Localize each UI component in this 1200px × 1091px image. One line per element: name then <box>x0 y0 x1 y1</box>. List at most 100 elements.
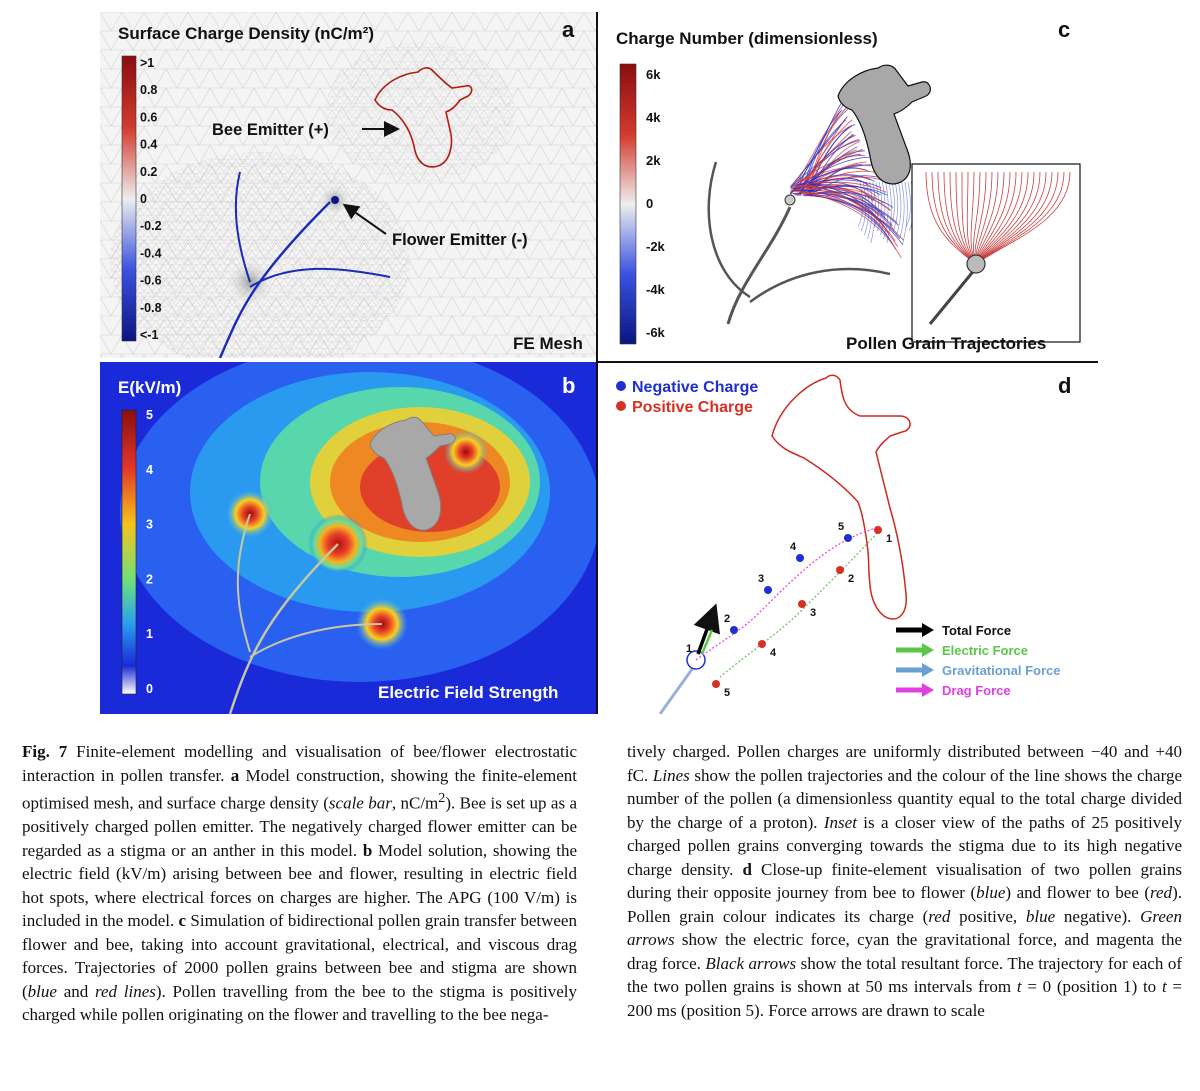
red-pollen <box>836 566 844 574</box>
pollen-trajectory <box>805 194 897 250</box>
pollen-trajectory-tail <box>876 181 883 232</box>
blue-pollen-label: 2 <box>724 613 730 625</box>
field-strength-tick: 0 <box>146 682 153 696</box>
red-pollen <box>758 640 766 648</box>
surface-charge-scale-bar <box>121 55 137 342</box>
blue-pollen <box>844 534 852 542</box>
pollen-trajectory <box>800 175 871 185</box>
inset-trajectory <box>975 171 1059 265</box>
charge-number-tick: 4k <box>646 110 661 125</box>
pollen-trajectory-tail <box>896 181 902 236</box>
field-strength-label: Electric Field Strength <box>378 683 558 702</box>
surface-charge-tick: <-1 <box>140 328 158 342</box>
charge-number-tick: 2k <box>646 153 661 168</box>
figure-7: >1 0.8 0.6 0.4 0.2 0 -0.2 -0.4 -0.6 -0.8 <-1 Surfa… <box>100 12 1098 714</box>
surface-charge-tick: 0.2 <box>140 165 157 179</box>
pollen-trajectory <box>790 155 866 189</box>
red-pollen-label: 4 <box>770 647 777 659</box>
pollen-trajectory <box>801 156 870 185</box>
pollen-trajectory-tail <box>892 181 899 232</box>
caption-left-column: Fig. 7 Finite-element modelling and visu… <box>22 742 578 1025</box>
inset-trajectory <box>975 171 1071 265</box>
red-pollen <box>798 600 806 608</box>
pollen-trajectory-tail <box>857 181 863 228</box>
pollen-trajectory-tail <box>889 181 895 228</box>
pollen-trajectory <box>797 184 898 223</box>
legend-negative: Negative Charge <box>632 379 758 396</box>
blue-pollen <box>730 626 738 634</box>
positive-charge-dot <box>616 401 626 411</box>
figure-caption: Fig. 7 Finite-element modelling and visu… <box>22 740 1182 1027</box>
pollen-trajectory-tail <box>860 181 867 232</box>
force-legend-label: Drag Force <box>942 683 1011 698</box>
charge-number-tick: -6k <box>646 325 666 340</box>
inset-trajectory <box>975 171 1047 265</box>
force-legend-label: Electric Force <box>942 643 1028 658</box>
pollen-trajectory <box>792 133 854 186</box>
panel-c-title: Charge Number (dimensionless) <box>616 29 878 48</box>
pollen-trajectory-tail <box>870 181 876 244</box>
bee-emitter-label: Bee Emitter (+) <box>212 121 329 139</box>
inset-trajectory <box>925 171 977 265</box>
red-pollen <box>712 680 720 688</box>
pollen-trajectory-tail <box>886 181 892 244</box>
blue-pollen <box>764 586 772 594</box>
force-legend: Total Force Electric Force Gravitational F… <box>896 623 1060 698</box>
fe-mesh-label: FE Mesh <box>513 334 583 353</box>
field-strength-tick: 5 <box>146 408 153 422</box>
pollen-trajectory-tail <box>880 181 886 236</box>
pollen-trajectory <box>791 167 864 186</box>
surface-charge-tick: -0.6 <box>140 274 162 288</box>
panel-a-letter: a <box>562 17 575 42</box>
charge-number-tick: 0 <box>646 196 653 211</box>
charge-number-scale-bar <box>619 63 637 345</box>
surface-charge-tick: 0.6 <box>140 110 157 124</box>
force-legend-arrowhead <box>922 683 934 697</box>
bee-silhouette-c <box>837 64 931 185</box>
pollen-trajectory <box>808 181 887 193</box>
pollen-trajectory <box>791 189 902 259</box>
negative-charge-dot <box>616 381 626 391</box>
pollen-trajectory-tail <box>867 181 873 240</box>
panel-b: 5 4 3 2 1 0 E(kV/m) b Electric Field Strength <box>100 362 596 714</box>
pollen-trajectory-tail <box>899 181 905 240</box>
pollen-positions: 1 2 3 4 5 1 2 3 4 5 <box>686 521 892 699</box>
pollen-trajectory-tail <box>902 181 908 244</box>
inset-trajectory <box>975 171 1053 265</box>
inset-label: Pollen Grain Trajectories <box>846 334 1046 353</box>
surface-charge-tick: >1 <box>140 56 154 70</box>
blue-pollen-label: 3 <box>758 573 764 585</box>
surface-charge-tick: 0.4 <box>140 138 157 152</box>
red-pollen-label: 2 <box>848 573 854 585</box>
blue-pollen-label: 4 <box>790 541 797 553</box>
legend-positive: Positive Charge <box>632 399 753 416</box>
inset-trajectory <box>975 171 1041 265</box>
flower-emitter-dot <box>331 196 339 204</box>
panel-d-letter: d <box>1058 373 1071 398</box>
force-legend-arrowhead <box>922 623 934 637</box>
figure-label: Fig. 7 <box>22 742 68 761</box>
force-legend-label: Total Force <box>942 623 1011 638</box>
field-strength-scale-ticks: 5 4 3 2 1 0 <box>146 408 153 696</box>
charge-number-scale-ticks: 6k 4k 2k 0 -2k -4k -6k <box>646 67 666 340</box>
blue-pollen-label: 1 <box>686 643 692 655</box>
panel-a: >1 0.8 0.6 0.4 0.2 0 -0.2 -0.4 -0.6 -0.8 <-1 Surfa… <box>100 12 596 358</box>
pollen-trajectory <box>790 190 899 226</box>
pollen-trajectory <box>809 108 849 187</box>
surface-charge-scale-ticks: >1 0.8 0.6 0.4 0.2 0 -0.2 -0.4 -0.6 -0.8 <-1 <box>140 56 162 342</box>
field-strength-tick: 3 <box>146 518 153 532</box>
blue-pollen <box>796 554 804 562</box>
figure-canvas: >1 0.8 0.6 0.4 0.2 0 -0.2 -0.4 -0.6 -0.8 <-1 Surfa… <box>100 12 1098 714</box>
pollen-trajectory <box>807 141 860 196</box>
red-pollen-label: 5 <box>724 687 730 699</box>
red-pollen-label: 3 <box>810 607 816 619</box>
surface-charge-tick: -0.4 <box>140 246 162 260</box>
inset-trajectory <box>975 171 1065 265</box>
inset-trajectory <box>937 171 977 265</box>
force-legend-arrowhead <box>922 663 934 677</box>
panel-a-title: Surface Charge Density (nC/m²) <box>118 24 374 43</box>
pollen-trajectory-tail <box>873 181 879 228</box>
field-strength-tick: 2 <box>146 572 153 586</box>
pollen-trajectory-tail <box>864 181 870 236</box>
surface-charge-tick: -0.8 <box>140 301 162 315</box>
